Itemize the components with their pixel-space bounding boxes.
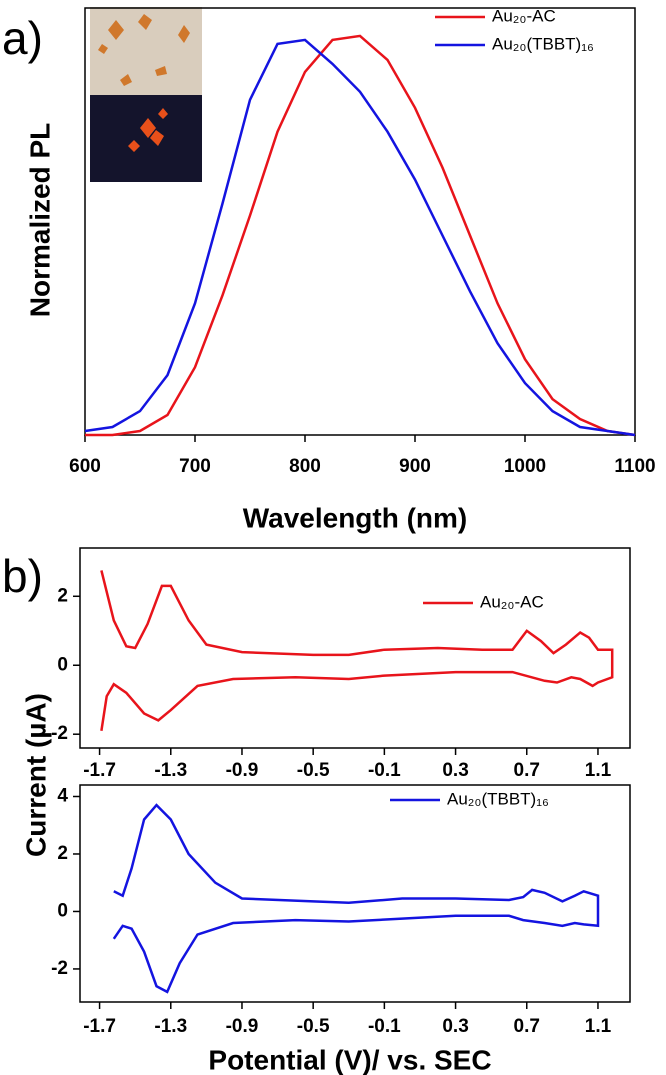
y-tick-label: -2 — [51, 723, 68, 744]
data-line — [112, 803, 600, 994]
x-tick-label: 1000 — [504, 456, 546, 477]
y-tick-label: 0 — [57, 654, 68, 675]
data-line — [85, 34, 636, 437]
x-tick-label: -0.1 — [368, 760, 401, 781]
legend-label: Au₂₀-AC — [492, 6, 556, 25]
y-tick-label: -2 — [51, 958, 68, 979]
x-tick-label: -0.1 — [368, 1016, 401, 1037]
inset-photo — [90, 7, 202, 182]
x-tick-label: -0.5 — [297, 1016, 330, 1037]
data-line — [100, 570, 614, 731]
x-tick-label: 0.3 — [442, 760, 468, 781]
x-tick-label: 1.1 — [585, 1016, 612, 1037]
y-tick-label: 0 — [57, 900, 68, 921]
x-tick-label: 1100 — [614, 456, 655, 477]
x-tick-label: 0.7 — [514, 1016, 540, 1037]
x-tick-label: -1.3 — [154, 1016, 187, 1037]
legend-label: Au₂₀-AC — [480, 592, 544, 611]
panel-label: b) — [2, 550, 43, 602]
x-tick-label: -0.9 — [226, 1016, 259, 1037]
y-tick-label: 2 — [57, 585, 68, 606]
inset-crystals — [98, 14, 190, 86]
x-tick-label: 700 — [179, 456, 211, 477]
panel-label: a) — [2, 12, 43, 64]
x-tick-label: -1.7 — [83, 1016, 116, 1037]
legend-label: Au₂₀(TBBT)₁₆ — [447, 789, 549, 808]
y-axis-label: Current (µA) — [20, 693, 51, 857]
x-axis-label: Wavelength (nm) — [243, 502, 468, 533]
inset-crystals-pl — [128, 108, 168, 152]
plot-frame — [79, 547, 631, 749]
x-tick-label: -1.7 — [83, 760, 116, 781]
x-tick-label: 900 — [399, 456, 431, 477]
x-tick-label: -0.5 — [297, 760, 330, 781]
data-line — [84, 38, 636, 437]
x-tick-label: -1.3 — [154, 760, 187, 781]
x-tick-label: 1.1 — [585, 760, 612, 781]
x-tick-label: 600 — [69, 456, 101, 477]
x-tick-label: 800 — [289, 456, 321, 477]
y-tick-label: 2 — [57, 843, 68, 864]
y-axis-label: Normalized PL — [24, 123, 55, 317]
x-axis-label: Potential (V)/ vs. SEC — [208, 1044, 491, 1075]
x-tick-label: -0.9 — [226, 760, 259, 781]
legend-label: Au₂₀(TBBT)₁₆ — [492, 34, 594, 53]
x-tick-label: 0.7 — [514, 760, 540, 781]
x-tick-label: 0.3 — [442, 1016, 468, 1037]
y-tick-label: 4 — [57, 786, 68, 807]
plot-frame — [79, 784, 631, 1003]
plot-frame — [84, 7, 636, 436]
inset-dark — [90, 95, 202, 182]
